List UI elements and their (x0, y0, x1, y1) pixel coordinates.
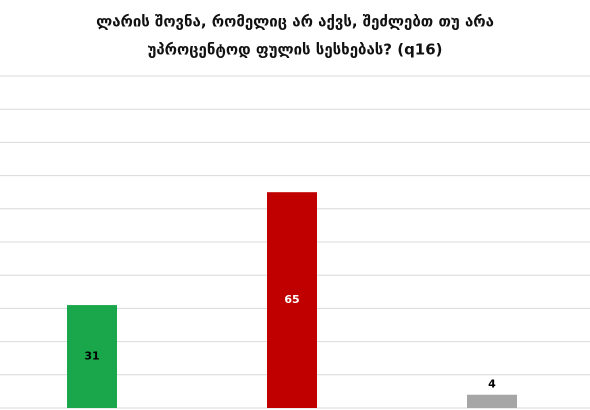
bar (467, 394, 517, 408)
bar (267, 192, 317, 408)
data-label: 31 (84, 350, 99, 363)
bar (67, 305, 117, 408)
data-label: 65 (284, 293, 299, 306)
data-label: 4 (488, 378, 496, 391)
chart-title: უპროცენტოდ ფულის სესხებას? (q16) (147, 41, 442, 59)
chart-title: ლარის შოვნა, რომელიც არ აქვს, შეძლებთ თუ… (96, 13, 494, 31)
